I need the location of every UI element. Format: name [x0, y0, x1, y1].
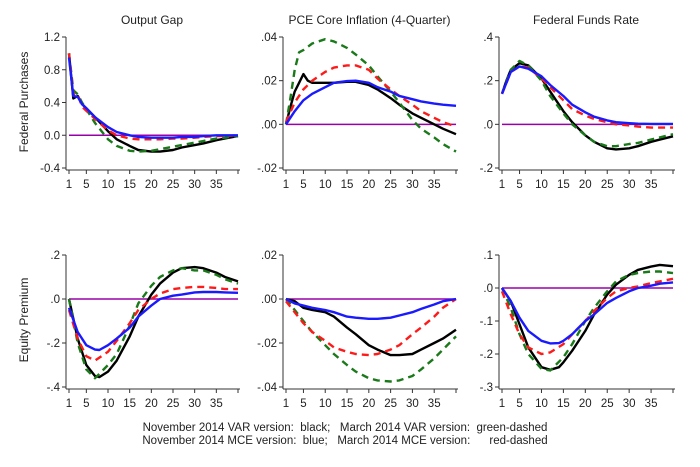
- x-tick-label: 1: [283, 179, 289, 191]
- x-tick-label: 30: [623, 398, 636, 410]
- y-tick-label: .2: [483, 76, 493, 88]
- x-tick-label: 35: [645, 179, 658, 191]
- y-tick-label: .2: [50, 250, 60, 262]
- x-tick-label: 35: [210, 179, 223, 191]
- x-tick-label: 5: [516, 398, 522, 410]
- series-line-green: [500, 59, 674, 148]
- y-tick-label: .02: [261, 250, 277, 262]
- x-tick-label: 20: [579, 398, 592, 410]
- x-tick-label: 30: [406, 398, 419, 410]
- y-tick-label: 0.0: [44, 130, 60, 142]
- x-tick-label: 20: [145, 179, 158, 191]
- series-line-blue: [285, 79, 457, 125]
- y-tick-label: .04: [261, 32, 278, 44]
- y-tick-label: 0.8: [44, 65, 60, 77]
- x-tick-label: 35: [428, 398, 441, 410]
- y-tick-label: .00: [261, 294, 277, 306]
- x-tick-label: 35: [428, 179, 441, 191]
- x-tick-label: 35: [210, 398, 223, 410]
- x-tick-label: 1: [283, 398, 289, 410]
- x-tick-label: 20: [362, 398, 375, 410]
- y-tick-label: -.2: [47, 338, 60, 350]
- panel-title: Output Gap: [121, 13, 183, 27]
- x-tick-label: 15: [341, 179, 354, 191]
- x-tick-label: 15: [341, 398, 354, 410]
- x-tick-label: 30: [188, 398, 201, 410]
- x-tick-label: 20: [145, 398, 158, 410]
- series-line-blue: [500, 65, 673, 126]
- series-line-red: [67, 53, 239, 141]
- y-tick-label: .1: [483, 250, 493, 262]
- series-line-black: [501, 263, 674, 371]
- x-tick-label: 1: [66, 179, 72, 191]
- x-tick-label: 25: [601, 179, 614, 191]
- y-tick-label: .02: [261, 76, 277, 88]
- x-tick-label: 5: [516, 179, 522, 191]
- y-tick-label: .0: [50, 294, 60, 306]
- y-tick-label: .0: [483, 283, 493, 295]
- x-tick-label: 30: [623, 179, 636, 191]
- series-line-green: [285, 298, 457, 383]
- y-tick-label: -0.4: [40, 163, 60, 175]
- y-tick-label: -.1: [480, 316, 493, 328]
- x-tick-label: 25: [167, 179, 180, 191]
- x-tick-label: 5: [300, 398, 306, 410]
- x-tick-label: 15: [557, 398, 570, 410]
- x-tick-label: 25: [167, 398, 180, 410]
- y-tick-label: -.2: [480, 163, 493, 175]
- x-tick-label: 1: [66, 398, 72, 410]
- x-tick-label: 15: [557, 179, 570, 191]
- series-line-blue: [501, 281, 674, 345]
- panel-title: PCE Core Inflation (4-Quarter): [288, 13, 450, 27]
- series-line-red: [285, 298, 457, 357]
- x-tick-label: 1: [499, 398, 505, 410]
- x-tick-label: 10: [535, 398, 548, 410]
- y-tick-label: .4: [483, 32, 493, 44]
- y-tick-label: -.4: [47, 382, 61, 394]
- y-tick-label: -.3: [480, 382, 493, 394]
- x-tick-label: 5: [83, 179, 89, 191]
- series-line-red: [500, 65, 673, 129]
- x-tick-label: 10: [319, 398, 332, 410]
- series-line-green: [284, 38, 457, 153]
- x-tick-label: 30: [188, 179, 201, 191]
- series-line-blue: [67, 57, 238, 139]
- x-tick-label: 5: [83, 398, 89, 410]
- row-label-equity-premium: Equity Premium: [17, 278, 31, 363]
- series-line-red: [284, 64, 457, 128]
- x-tick-label: 25: [601, 398, 614, 410]
- x-tick-label: 1: [499, 179, 505, 191]
- series-line-blue: [285, 297, 457, 320]
- x-tick-label: 25: [384, 179, 397, 191]
- y-tick-label: -.02: [257, 338, 277, 350]
- x-tick-label: 35: [645, 398, 658, 410]
- y-tick-label: -.04: [257, 382, 277, 394]
- x-tick-label: 10: [102, 398, 115, 410]
- x-tick-label: 10: [319, 179, 332, 191]
- series-line-blue: [67, 290, 239, 352]
- row-label-federal-purchases: Federal Purchases: [17, 52, 31, 153]
- series-line-black: [500, 62, 674, 151]
- series-line-black: [285, 297, 457, 357]
- y-tick-label: 1.2: [44, 32, 60, 44]
- legend-line-2: November 2014 MCE version: blue; March 2…: [142, 435, 547, 447]
- panel-title: Federal Funds Rate: [533, 13, 639, 27]
- x-tick-label: 5: [300, 179, 306, 191]
- series-line-green: [67, 267, 239, 380]
- x-tick-label: 20: [579, 179, 592, 191]
- x-tick-label: 20: [362, 179, 375, 191]
- y-tick-label: .0: [483, 119, 493, 131]
- x-tick-label: 15: [123, 398, 136, 410]
- x-tick-label: 10: [535, 179, 548, 191]
- x-tick-label: 25: [384, 398, 397, 410]
- x-tick-label: 10: [102, 179, 115, 191]
- x-tick-label: 30: [406, 179, 419, 191]
- y-tick-label: -.02: [257, 163, 277, 175]
- y-tick-label: 0.4: [44, 98, 61, 110]
- y-tick-label: -.2: [480, 349, 493, 361]
- y-tick-label: .00: [261, 119, 277, 131]
- legend-line-1: November 2014 VAR version: black; March …: [143, 422, 548, 434]
- x-tick-label: 15: [123, 179, 136, 191]
